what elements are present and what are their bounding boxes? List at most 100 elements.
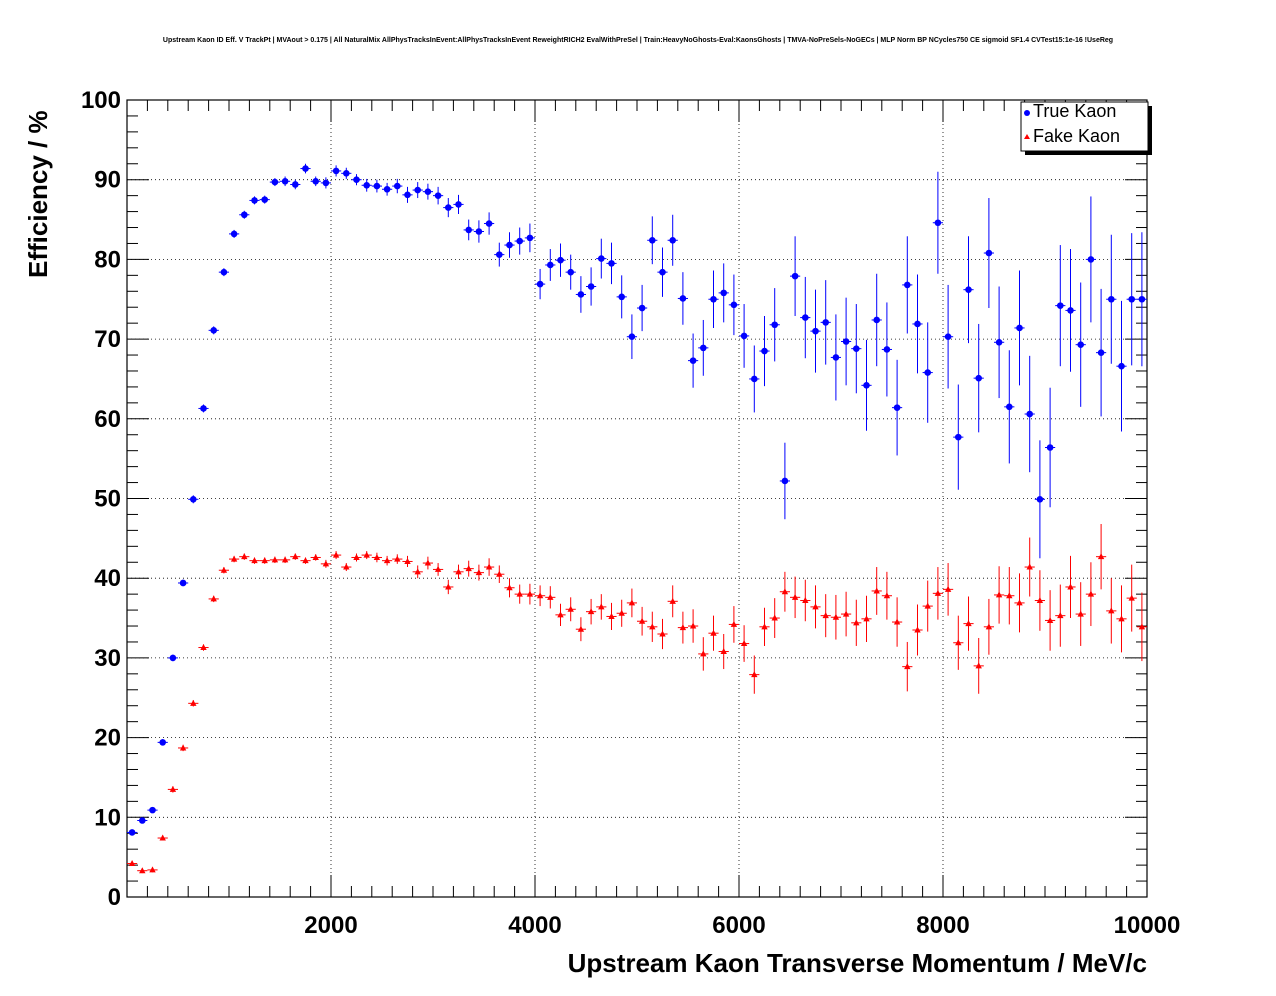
data-point xyxy=(220,268,228,276)
data-point xyxy=(1006,592,1013,599)
x-tick-label: 6000 xyxy=(712,912,765,939)
data-point xyxy=(751,375,758,383)
data-point xyxy=(1046,444,1054,451)
data-point xyxy=(710,295,717,303)
data-point xyxy=(873,587,880,594)
data-point xyxy=(434,565,442,572)
data-point xyxy=(485,220,493,227)
data-point xyxy=(343,563,350,570)
data-point xyxy=(292,181,299,188)
data-point xyxy=(506,241,513,249)
data-point xyxy=(761,623,768,630)
data-point xyxy=(241,211,248,219)
data-point xyxy=(445,583,452,590)
data-point xyxy=(720,648,727,655)
data-point xyxy=(955,639,962,646)
data-point xyxy=(139,817,146,824)
data-point xyxy=(638,304,646,312)
data-point xyxy=(200,405,207,412)
data-point xyxy=(842,610,850,617)
data-point xyxy=(781,477,789,485)
data-point xyxy=(1016,324,1023,332)
data-point xyxy=(445,204,452,211)
data-point xyxy=(557,256,564,264)
data-point xyxy=(1077,610,1084,617)
data-point xyxy=(251,557,258,564)
data-point xyxy=(373,182,381,190)
data-point xyxy=(914,626,921,633)
y-tick-label: 50 xyxy=(94,486,121,513)
data-point xyxy=(332,167,340,175)
data-point xyxy=(230,555,238,562)
data-point xyxy=(975,662,982,669)
data-point xyxy=(526,590,534,597)
data-point xyxy=(914,320,921,328)
data-point xyxy=(149,806,156,814)
legend-label-fake-kaon: Fake Kaon xyxy=(1033,126,1120,146)
data-point xyxy=(853,619,860,626)
data-point xyxy=(312,177,320,185)
data-point xyxy=(220,566,228,573)
data-point xyxy=(995,338,1003,346)
data-point xyxy=(128,860,136,867)
data-point xyxy=(965,286,972,293)
data-point xyxy=(312,553,319,560)
data-point xyxy=(1046,616,1054,623)
data-point xyxy=(383,185,391,193)
data-point xyxy=(1036,495,1044,503)
data-point xyxy=(1026,563,1033,570)
data-point xyxy=(934,589,942,596)
data-point xyxy=(659,630,666,637)
data-point xyxy=(496,570,503,577)
data-point xyxy=(995,591,1003,598)
data-point xyxy=(740,640,748,647)
data-point xyxy=(638,617,646,624)
data-point xyxy=(587,608,595,615)
data-point xyxy=(802,314,809,321)
data-point xyxy=(577,625,585,632)
data-point xyxy=(241,553,248,560)
data-point xyxy=(128,829,136,836)
data-point xyxy=(628,333,636,341)
data-point xyxy=(424,559,432,566)
data-point xyxy=(985,249,993,257)
data-point xyxy=(516,237,523,245)
data-point xyxy=(485,563,493,570)
data-point xyxy=(404,191,411,199)
data-point xyxy=(893,618,901,625)
data-point xyxy=(771,614,778,621)
data-point xyxy=(363,551,370,558)
data-point xyxy=(159,739,166,746)
data-point xyxy=(271,178,279,186)
series-true-kaon xyxy=(127,163,1147,836)
series-fake-kaon xyxy=(127,524,1147,874)
data-point xyxy=(944,585,952,592)
data-point xyxy=(179,579,187,587)
data-point xyxy=(516,590,523,597)
data-point xyxy=(1108,607,1115,614)
data-point xyxy=(230,230,238,238)
data-point xyxy=(536,280,544,288)
data-point xyxy=(1036,597,1044,604)
data-point xyxy=(577,291,585,298)
legend-box xyxy=(1020,101,1149,152)
data-point xyxy=(934,219,942,227)
data-point xyxy=(587,283,595,290)
data-point xyxy=(1026,410,1033,418)
data-point xyxy=(1077,341,1084,348)
data-point xyxy=(608,612,615,619)
data-point xyxy=(608,260,615,267)
data-point xyxy=(618,609,625,616)
data-point xyxy=(322,560,330,567)
data-point xyxy=(210,595,217,602)
data-point xyxy=(261,196,269,203)
legend-marker-fake-kaon xyxy=(1024,134,1030,139)
y-tick-label: 10 xyxy=(94,804,121,831)
data-point xyxy=(883,346,891,353)
y-tick-label: 90 xyxy=(94,167,121,194)
chart-title: Upstream Kaon ID Eff. V TrackPt | MVAout… xyxy=(163,37,1113,44)
data-point xyxy=(169,785,177,792)
data-point xyxy=(832,613,840,620)
axis-tick-labels: 2000 4000 6000 8000 10000 0 10 20 30 40 50 60 70 80 90… xyxy=(81,87,1180,939)
